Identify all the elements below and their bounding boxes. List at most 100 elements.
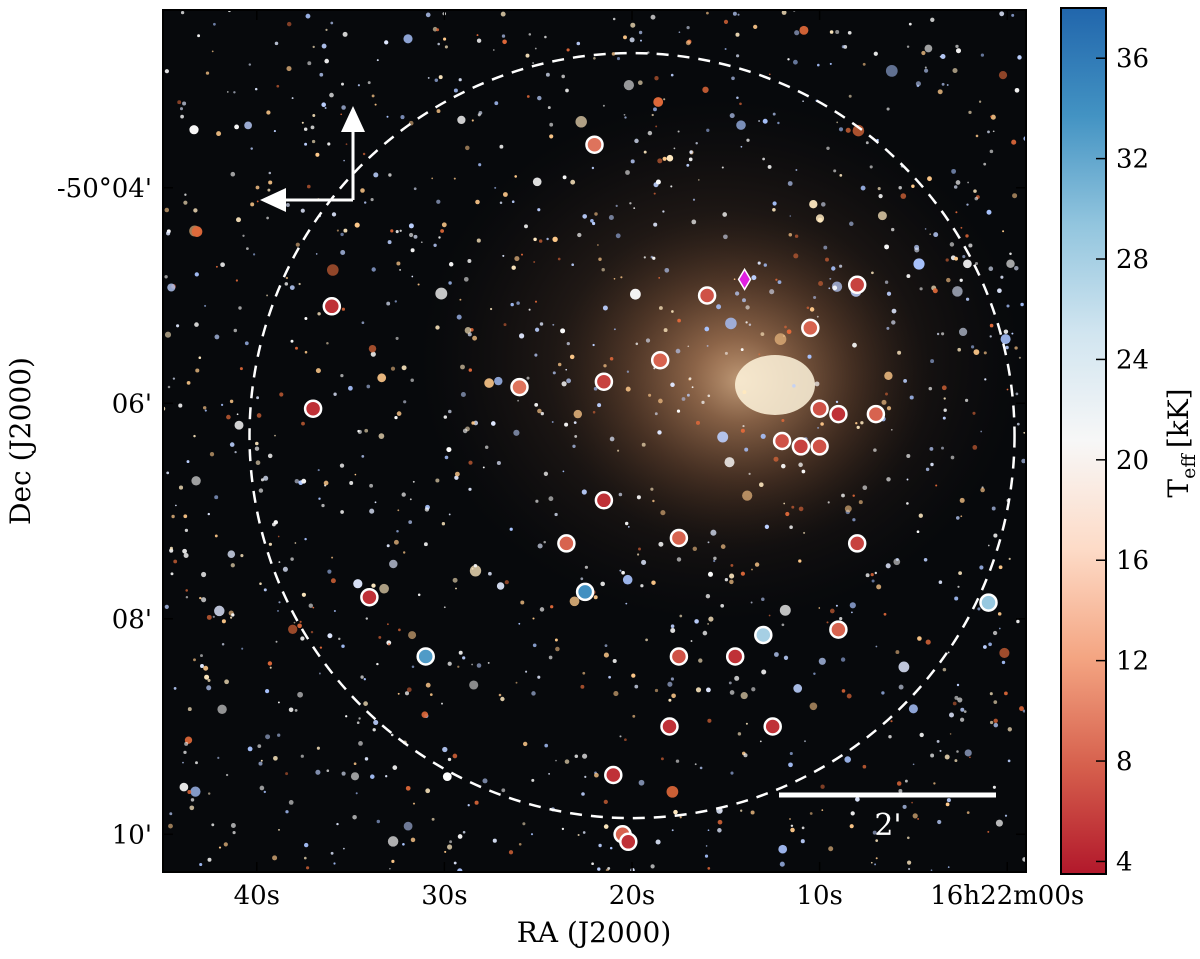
background-star bbox=[1011, 332, 1014, 335]
background-star bbox=[638, 547, 641, 551]
background-star bbox=[966, 811, 970, 814]
background-star bbox=[476, 663, 482, 668]
background-star bbox=[841, 45, 846, 49]
background-star bbox=[471, 119, 474, 122]
background-star bbox=[839, 174, 843, 177]
background-star bbox=[437, 42, 440, 46]
background-star bbox=[561, 74, 565, 79]
star-marker bbox=[801, 318, 820, 338]
background-star bbox=[692, 198, 696, 201]
background-star bbox=[340, 113, 343, 116]
star-marker bbox=[829, 404, 848, 424]
background-star bbox=[569, 354, 575, 360]
background-star bbox=[911, 801, 913, 804]
background-star bbox=[681, 397, 686, 401]
background-star bbox=[881, 399, 887, 405]
background-star bbox=[923, 558, 928, 562]
background-star bbox=[919, 732, 924, 738]
background-star bbox=[907, 860, 912, 865]
background-star bbox=[891, 308, 897, 314]
background-star bbox=[353, 762, 357, 766]
background-star bbox=[891, 227, 895, 232]
background-star bbox=[227, 550, 236, 558]
background-star bbox=[816, 315, 819, 318]
background-star bbox=[389, 559, 398, 569]
background-star bbox=[317, 312, 321, 316]
background-star bbox=[207, 857, 212, 862]
background-star bbox=[626, 370, 630, 373]
background-star bbox=[453, 88, 458, 93]
compass-east-arrowhead bbox=[260, 188, 286, 212]
background-star bbox=[315, 769, 321, 775]
background-star bbox=[813, 672, 816, 675]
background-star bbox=[671, 310, 674, 313]
background-star bbox=[537, 675, 541, 679]
background-star bbox=[949, 733, 952, 735]
background-star bbox=[733, 278, 736, 281]
colorbar bbox=[1060, 7, 1107, 875]
background-star bbox=[410, 248, 415, 253]
background-star bbox=[260, 759, 263, 762]
background-star bbox=[297, 623, 302, 629]
background-star bbox=[789, 215, 792, 217]
field-circle bbox=[248, 51, 1016, 820]
background-star bbox=[457, 115, 466, 125]
x-axis-title: RA (J2000) bbox=[517, 916, 672, 949]
background-star bbox=[256, 200, 259, 203]
background-star bbox=[833, 169, 837, 173]
background-star bbox=[520, 600, 525, 605]
background-star bbox=[724, 351, 728, 355]
background-star bbox=[252, 253, 256, 256]
background-star bbox=[807, 354, 812, 359]
star-marker bbox=[829, 620, 848, 639]
background-star bbox=[632, 714, 636, 718]
background-star bbox=[403, 400, 407, 404]
background-star bbox=[285, 772, 289, 776]
background-star bbox=[779, 861, 785, 867]
background-star bbox=[967, 181, 969, 184]
background-star bbox=[760, 332, 765, 336]
background-star bbox=[942, 667, 947, 672]
background-star bbox=[676, 557, 682, 562]
background-star bbox=[179, 107, 184, 111]
background-star bbox=[750, 810, 755, 815]
background-star bbox=[539, 322, 544, 326]
background-star bbox=[423, 542, 428, 547]
y-axis-title: Dec (J2000) bbox=[4, 357, 37, 525]
background-star bbox=[777, 280, 782, 284]
star-marker bbox=[810, 399, 829, 418]
background-star bbox=[643, 150, 647, 154]
background-star bbox=[591, 862, 594, 866]
background-star bbox=[364, 201, 367, 204]
background-star bbox=[670, 677, 674, 681]
background-star bbox=[954, 256, 958, 261]
star-marker bbox=[660, 717, 679, 736]
background-star bbox=[518, 842, 522, 846]
background-star bbox=[226, 91, 229, 93]
background-star bbox=[354, 473, 357, 476]
background-star bbox=[759, 740, 762, 743]
background-star bbox=[399, 268, 402, 271]
star-marker bbox=[594, 491, 614, 510]
background-star bbox=[1003, 329, 1009, 334]
background-star bbox=[267, 661, 273, 666]
background-star bbox=[1011, 139, 1017, 145]
background-star bbox=[729, 573, 735, 579]
background-star bbox=[875, 839, 879, 842]
background-star bbox=[539, 607, 545, 612]
background-star bbox=[442, 746, 448, 753]
background-star bbox=[532, 617, 535, 620]
background-star bbox=[387, 836, 399, 847]
background-star bbox=[376, 662, 379, 666]
background-star bbox=[609, 846, 613, 850]
background-star bbox=[255, 441, 259, 446]
background-star bbox=[835, 30, 840, 34]
star-marker bbox=[979, 593, 998, 612]
background-star bbox=[999, 647, 1010, 658]
colorbar-ticks: 4 8 12 16 20 24 28 32 36 bbox=[1096, 44, 1149, 877]
background-star bbox=[340, 250, 346, 255]
background-star bbox=[943, 397, 946, 400]
background-star bbox=[488, 571, 492, 576]
background-star bbox=[930, 17, 935, 22]
background-star bbox=[625, 386, 631, 392]
